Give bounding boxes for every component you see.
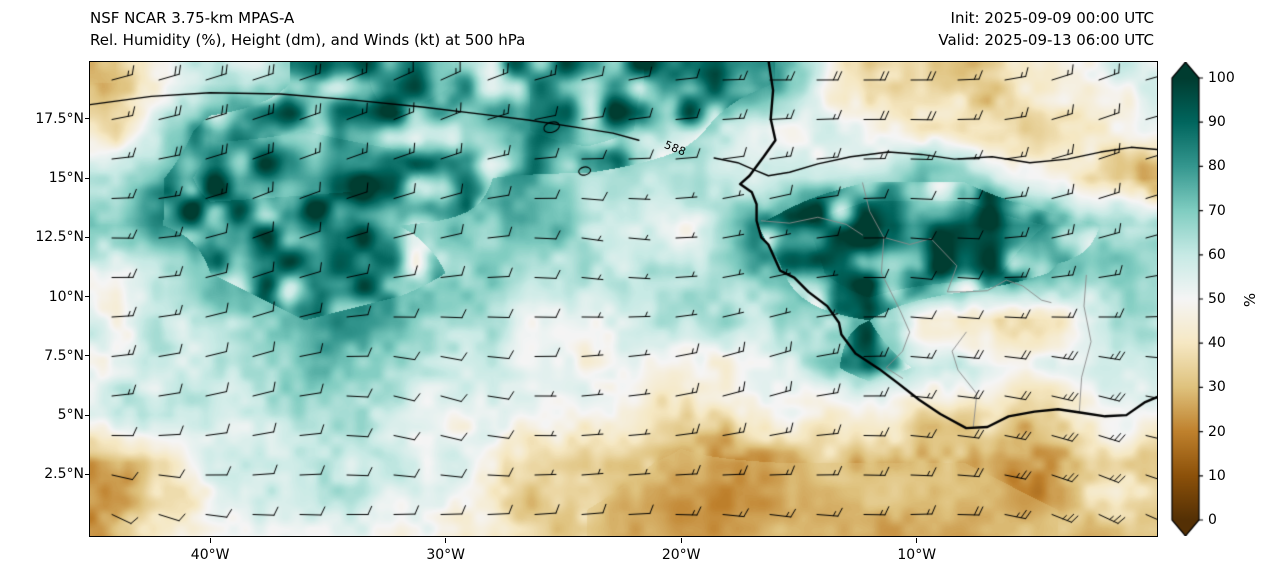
colorbar-tick-label: 70: [1208, 202, 1226, 219]
x-tick-mark: [916, 537, 918, 543]
y-tick-label: 7.5°N: [44, 347, 84, 364]
x-tick-label: 10°W: [897, 547, 937, 563]
y-tick-mark: [85, 236, 90, 238]
y-tick-label: 17.5°N: [35, 110, 84, 127]
colorbar: [1168, 62, 1208, 536]
model-title: NSF NCAR 3.75-km MPAS-A: [90, 9, 295, 27]
colorbar-tick-label: 60: [1208, 246, 1226, 263]
colorbar-tick-label: 10: [1208, 467, 1226, 484]
valid-time: Valid: 2025-09-13 06:00 UTC: [938, 31, 1154, 49]
colorbar-tick-label: 20: [1208, 423, 1226, 440]
x-tick-mark: [680, 537, 682, 543]
y-tick-mark: [85, 414, 90, 416]
x-tick-label: 20°W: [661, 547, 701, 563]
figure-titles: NSF NCAR 3.75-km MPAS-A Rel. Humidity (%…: [90, 7, 525, 51]
colorbar-tick-label: 100: [1208, 70, 1235, 86]
y-tick-mark: [85, 355, 90, 357]
y-tick-label: 12.5°N: [35, 229, 84, 246]
x-tick-label: 40°W: [190, 547, 230, 563]
colorbar-tick-label: 30: [1208, 379, 1226, 396]
field-title: Rel. Humidity (%), Height (dm), and Wind…: [90, 31, 526, 49]
map-canvas: [90, 62, 1157, 536]
x-tick-mark: [445, 537, 447, 543]
y-tick-mark: [85, 473, 90, 475]
y-tick-label: 5°N: [57, 407, 84, 424]
colorbar-tick-label: 90: [1208, 114, 1226, 131]
y-tick-label: 2.5°N: [44, 466, 84, 483]
figure-times: Init: 2025-09-09 00:00 UTC Valid: 2025-0…: [938, 7, 1154, 51]
colorbar-tick-label: 50: [1208, 291, 1226, 307]
y-tick-mark: [85, 118, 90, 120]
colorbar-tick-label: 80: [1208, 158, 1226, 175]
y-tick-mark: [85, 177, 90, 179]
colorbar-tick-label: 0: [1208, 512, 1217, 528]
y-tick-label: 15°N: [48, 170, 84, 187]
init-time: Init: 2025-09-09 00:00 UTC: [950, 9, 1154, 27]
x-tick-label: 30°W: [426, 547, 465, 563]
colorbar-tick-label: 40: [1208, 335, 1226, 352]
y-tick-mark: [85, 296, 90, 298]
y-tick-label: 10°N: [48, 288, 84, 305]
x-tick-mark: [209, 537, 211, 543]
